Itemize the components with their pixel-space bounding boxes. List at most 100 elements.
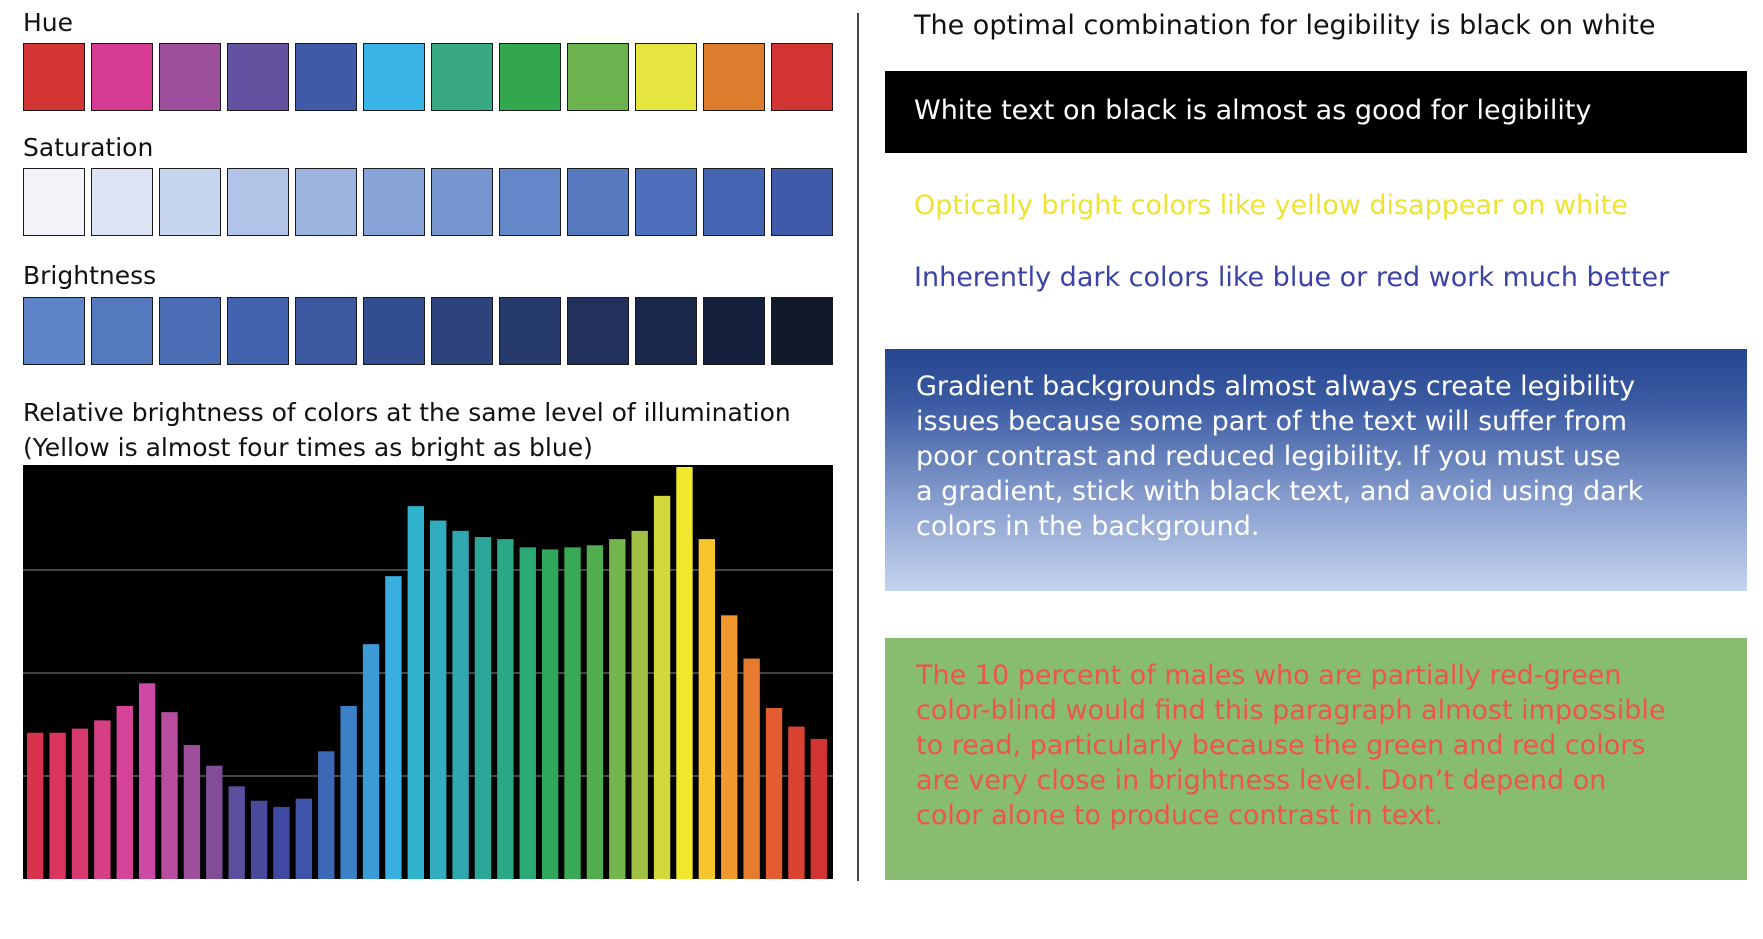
hue-swatch-row xyxy=(23,43,833,111)
hue-swatch xyxy=(567,43,629,111)
chart-bar xyxy=(94,720,110,879)
white-on-black-text: White text on black is almost as good fo… xyxy=(914,95,1591,126)
brightness-swatch xyxy=(703,297,765,365)
saturation-swatch xyxy=(159,168,221,236)
chart-bar xyxy=(520,547,536,879)
chart-bar xyxy=(139,683,155,879)
hue-label: Hue xyxy=(23,8,73,37)
brightness-swatch xyxy=(159,297,221,365)
chart-bar xyxy=(811,739,827,879)
red-green-paragraph-line: color-blind would find this paragraph al… xyxy=(916,693,1666,728)
brightness-swatch xyxy=(363,297,425,365)
saturation-swatch xyxy=(363,168,425,236)
saturation-swatch xyxy=(23,168,85,236)
column-divider xyxy=(857,13,859,881)
chart-bar xyxy=(363,644,379,879)
brightness-swatch xyxy=(91,297,153,365)
chart-bar xyxy=(654,496,670,879)
red-green-paragraph-line: are very close in brightness level. Don’… xyxy=(916,763,1666,798)
saturation-swatch xyxy=(295,168,357,236)
chart-bar xyxy=(452,531,468,879)
gradient-paragraph-line: colors in the background. xyxy=(916,509,1643,544)
chart-bar xyxy=(251,801,267,879)
saturation-label: Saturation xyxy=(23,133,153,162)
blue-on-white-text: Inherently dark colors like blue or red … xyxy=(914,262,1669,293)
hue-swatch xyxy=(295,43,357,111)
saturation-swatch xyxy=(635,168,697,236)
chart-bar xyxy=(385,576,401,879)
chart-bar xyxy=(676,467,692,879)
hue-swatch xyxy=(499,43,561,111)
gradient-paragraph: Gradient backgrounds almost always creat… xyxy=(916,369,1643,544)
chart-subtitle-line: (Yellow is almost four times as bright a… xyxy=(23,430,791,465)
brightness-swatch xyxy=(635,297,697,365)
saturation-swatch xyxy=(703,168,765,236)
brightness-swatch xyxy=(227,297,289,365)
chart-bar xyxy=(184,745,200,879)
chart-bar xyxy=(721,615,737,879)
chart-bar xyxy=(340,706,356,879)
hue-swatch xyxy=(363,43,425,111)
chart-bar xyxy=(273,807,289,879)
chart-bar xyxy=(296,799,312,879)
chart-bar xyxy=(497,539,513,879)
brightness-bar-chart xyxy=(23,465,833,879)
saturation-swatch xyxy=(567,168,629,236)
chart-bar xyxy=(564,547,580,879)
chart-bar xyxy=(475,537,491,879)
hue-swatch xyxy=(91,43,153,111)
brightness-swatch-row xyxy=(23,297,833,365)
chart-bar xyxy=(206,766,222,879)
hue-swatch xyxy=(635,43,697,111)
saturation-swatch xyxy=(431,168,493,236)
brightness-swatch xyxy=(23,297,85,365)
brightness-swatch xyxy=(295,297,357,365)
chart-title: Relative brightness of colors at the sam… xyxy=(23,395,791,465)
saturation-swatch xyxy=(227,168,289,236)
gradient-paragraph-line: issues because some part of the text wil… xyxy=(916,404,1643,439)
hue-swatch xyxy=(227,43,289,111)
chart-bar xyxy=(766,708,782,879)
chart-bar xyxy=(587,545,603,879)
saturation-swatch xyxy=(771,168,833,236)
chart-bar xyxy=(117,706,133,879)
black-on-white-text: The optimal combination for legibility i… xyxy=(914,10,1656,41)
brightness-swatch xyxy=(431,297,493,365)
chart-bar xyxy=(542,549,558,879)
chart-bar xyxy=(72,729,88,879)
saturation-swatch-row xyxy=(23,168,833,236)
gradient-paragraph-line: poor contrast and reduced legibility. If… xyxy=(916,439,1643,474)
yellow-on-white-text: Optically bright colors like yellow disa… xyxy=(914,190,1628,221)
hue-swatch xyxy=(23,43,85,111)
red-green-paragraph-line: to read, particularly because the green … xyxy=(916,728,1666,763)
hue-swatch xyxy=(703,43,765,111)
chart-bar xyxy=(229,786,245,879)
chart-title-line: Relative brightness of colors at the sam… xyxy=(23,395,791,430)
hue-swatch xyxy=(771,43,833,111)
chart-bar xyxy=(49,733,65,879)
gradient-background-box: Gradient backgrounds almost always creat… xyxy=(885,349,1747,591)
chart-bar xyxy=(743,659,759,879)
brightness-swatch xyxy=(771,297,833,365)
chart-bar xyxy=(161,712,177,879)
red-green-paragraph-line: The 10 percent of males who are partiall… xyxy=(916,658,1666,693)
chart-bar xyxy=(318,751,334,879)
brightness-label: Brightness xyxy=(23,261,156,290)
red-green-paragraph-line: color alone to produce contrast in text. xyxy=(916,798,1666,833)
hue-swatch xyxy=(431,43,493,111)
brightness-swatch xyxy=(499,297,561,365)
saturation-swatch xyxy=(499,168,561,236)
chart-bar xyxy=(27,733,43,879)
chart-bar xyxy=(788,727,804,879)
chart-bar xyxy=(408,506,424,879)
green-background-box: The 10 percent of males who are partiall… xyxy=(885,638,1747,880)
gradient-paragraph-line: Gradient backgrounds almost always creat… xyxy=(916,369,1643,404)
chart-bar xyxy=(430,521,446,879)
brightness-swatch xyxy=(567,297,629,365)
chart-bar xyxy=(609,539,625,879)
gradient-paragraph-line: a gradient, stick with black text, and a… xyxy=(916,474,1643,509)
chart-bar xyxy=(632,531,648,879)
hue-swatch xyxy=(159,43,221,111)
chart-bar xyxy=(699,539,715,879)
saturation-swatch xyxy=(91,168,153,236)
